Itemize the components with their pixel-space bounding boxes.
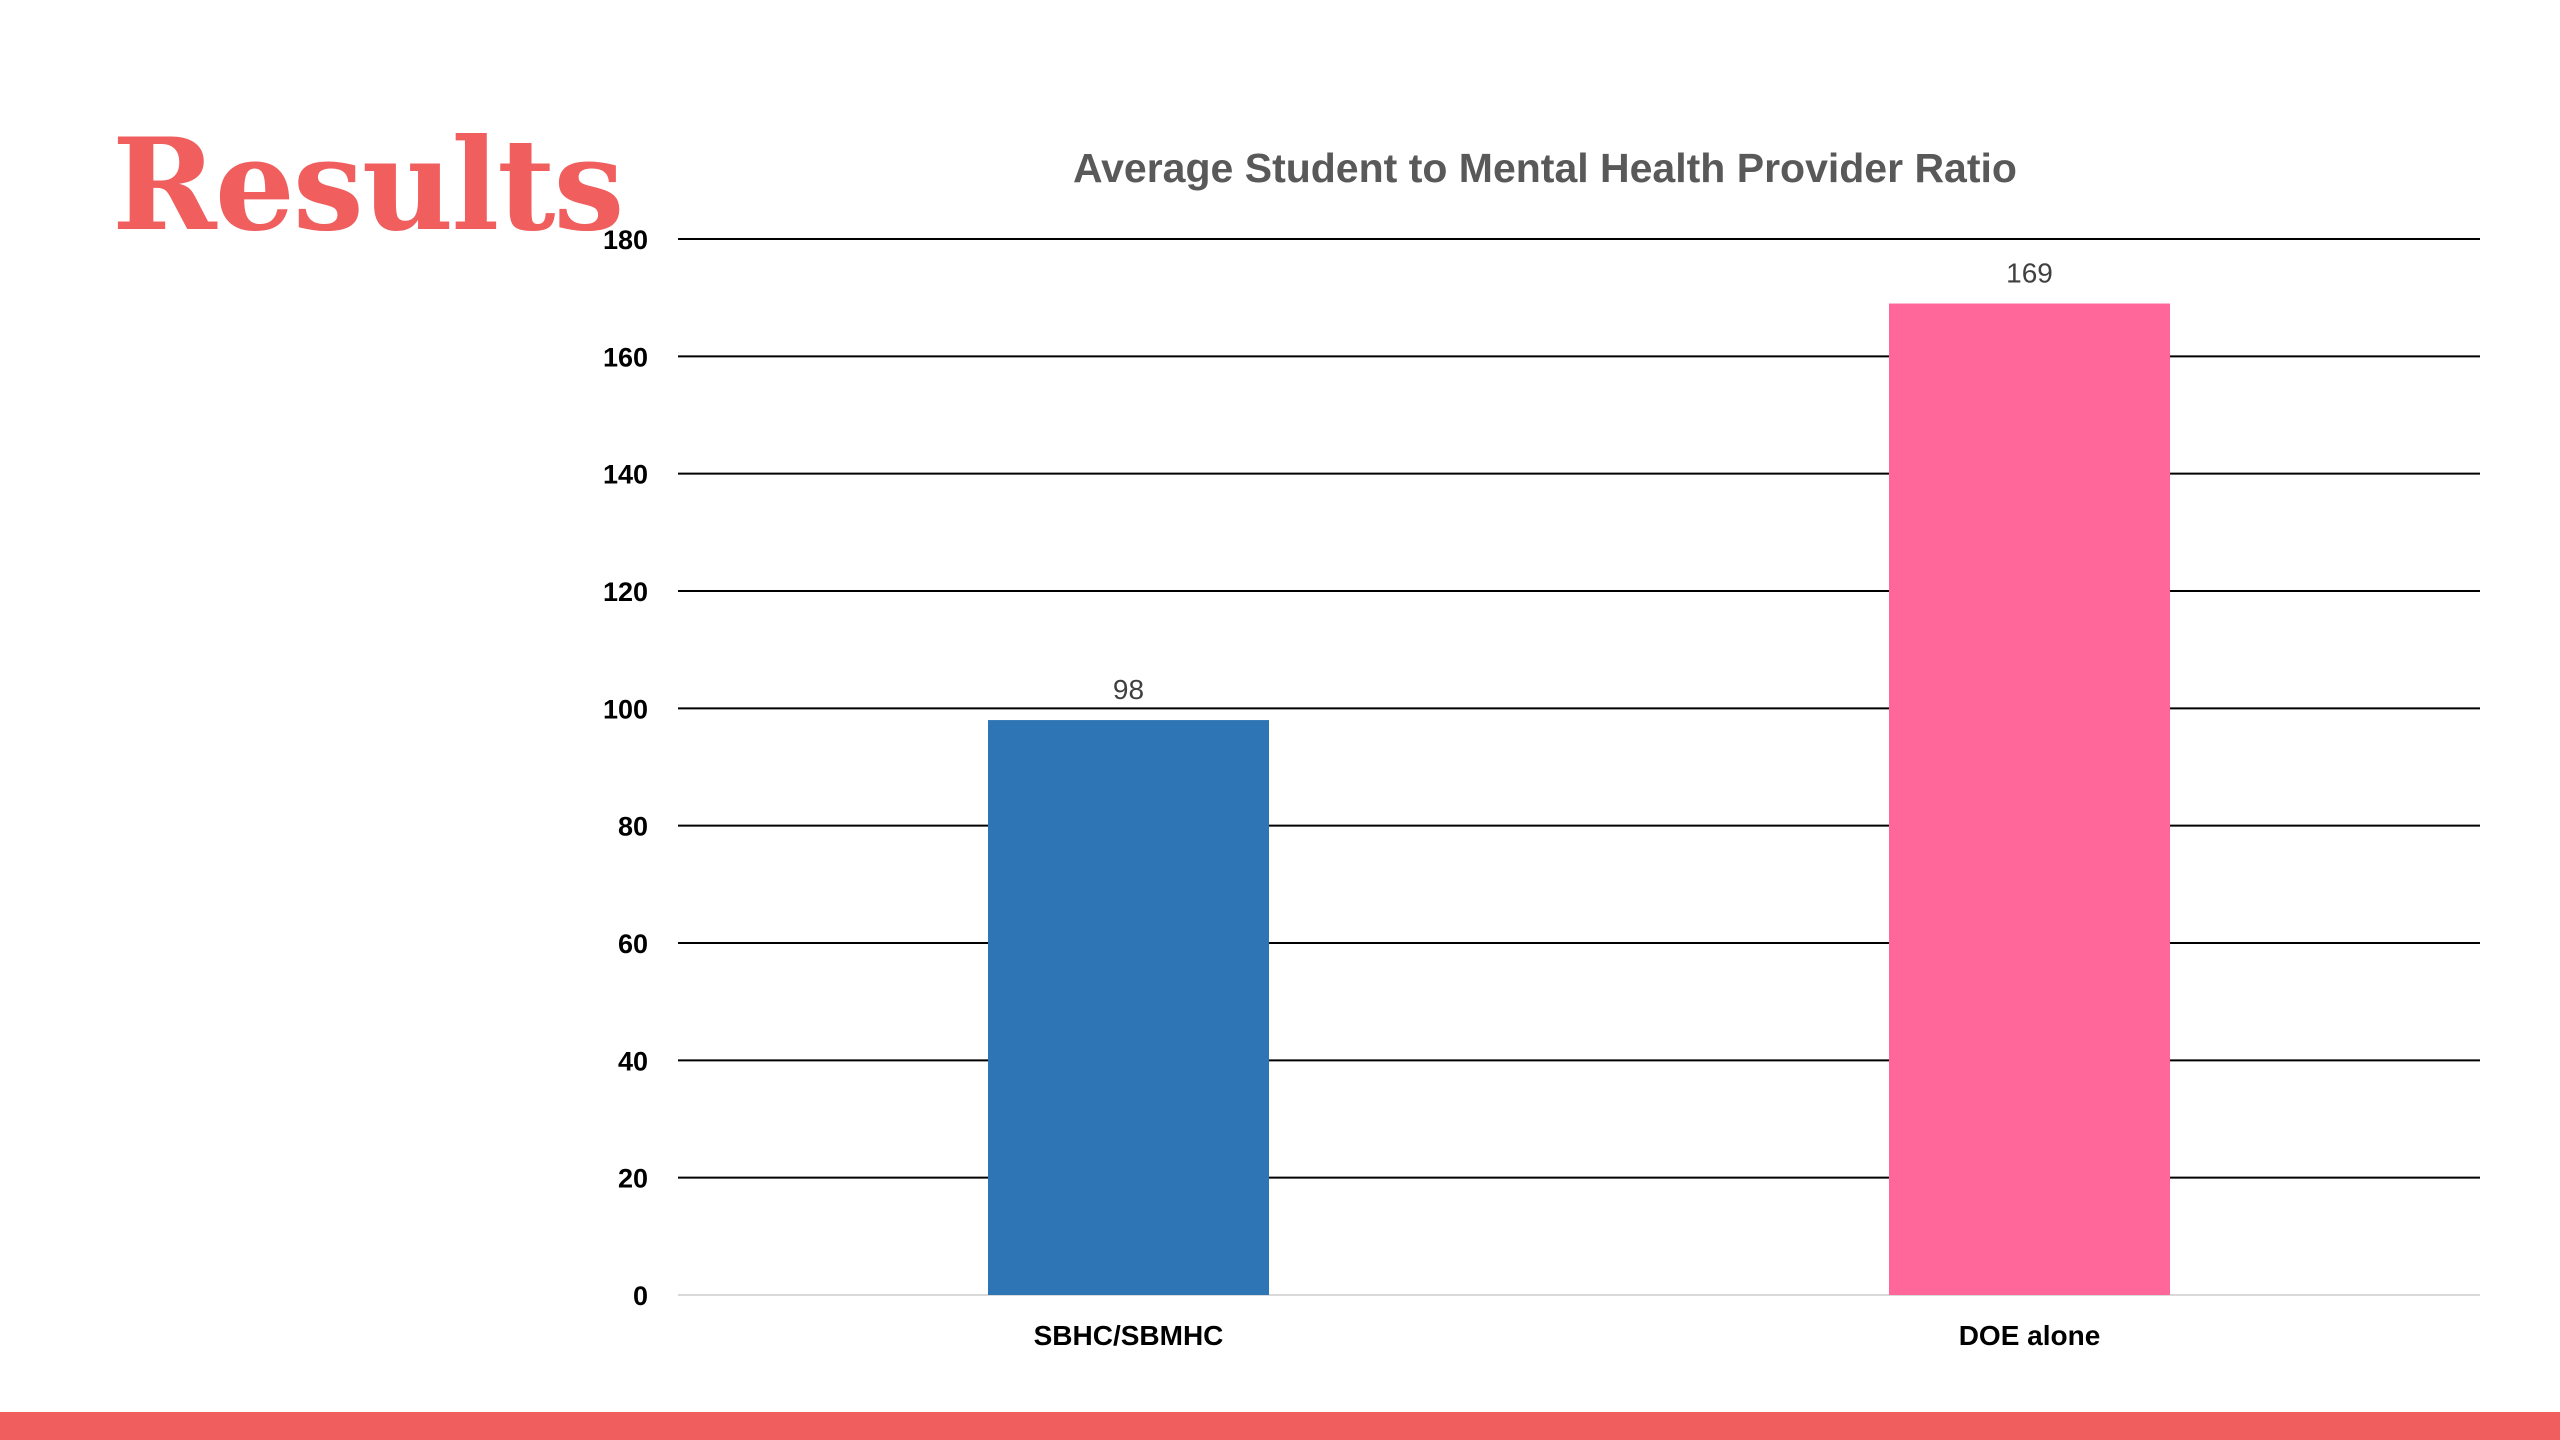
footer-accent-bar: [0, 1412, 2560, 1440]
data-label: 169: [2006, 258, 2053, 289]
bar-doe-alone: [1889, 303, 2170, 1295]
y-tick-label: 160: [603, 342, 648, 372]
y-tick-label: 180: [603, 225, 648, 255]
chart-title: Average Student to Mental Health Provide…: [1073, 145, 2017, 191]
data-label: 98: [1113, 674, 1144, 705]
y-tick-label: 100: [603, 694, 648, 724]
category-label: SBHC/SBMHC: [1034, 1320, 1224, 1351]
y-tick-label: 120: [603, 577, 648, 607]
gridlines: [678, 238, 2480, 1296]
labels: 0 20 40 60 80 100 120 140 160 180 98 SBHC/SBMHC 169 D…: [603, 225, 2100, 1351]
category-label: DOE alone: [1959, 1320, 2101, 1351]
y-tick-label: 40: [618, 1046, 648, 1076]
slide-title: Results: [112, 111, 624, 259]
y-tick-label: 140: [603, 460, 648, 490]
y-tick-label: 60: [618, 929, 648, 959]
bar-sbhc-sbmhc: [988, 720, 1269, 1295]
y-tick-label: 80: [618, 812, 648, 842]
y-tick-label: 0: [633, 1281, 648, 1311]
bars: [988, 303, 2170, 1295]
y-tick-label: 20: [618, 1164, 648, 1194]
